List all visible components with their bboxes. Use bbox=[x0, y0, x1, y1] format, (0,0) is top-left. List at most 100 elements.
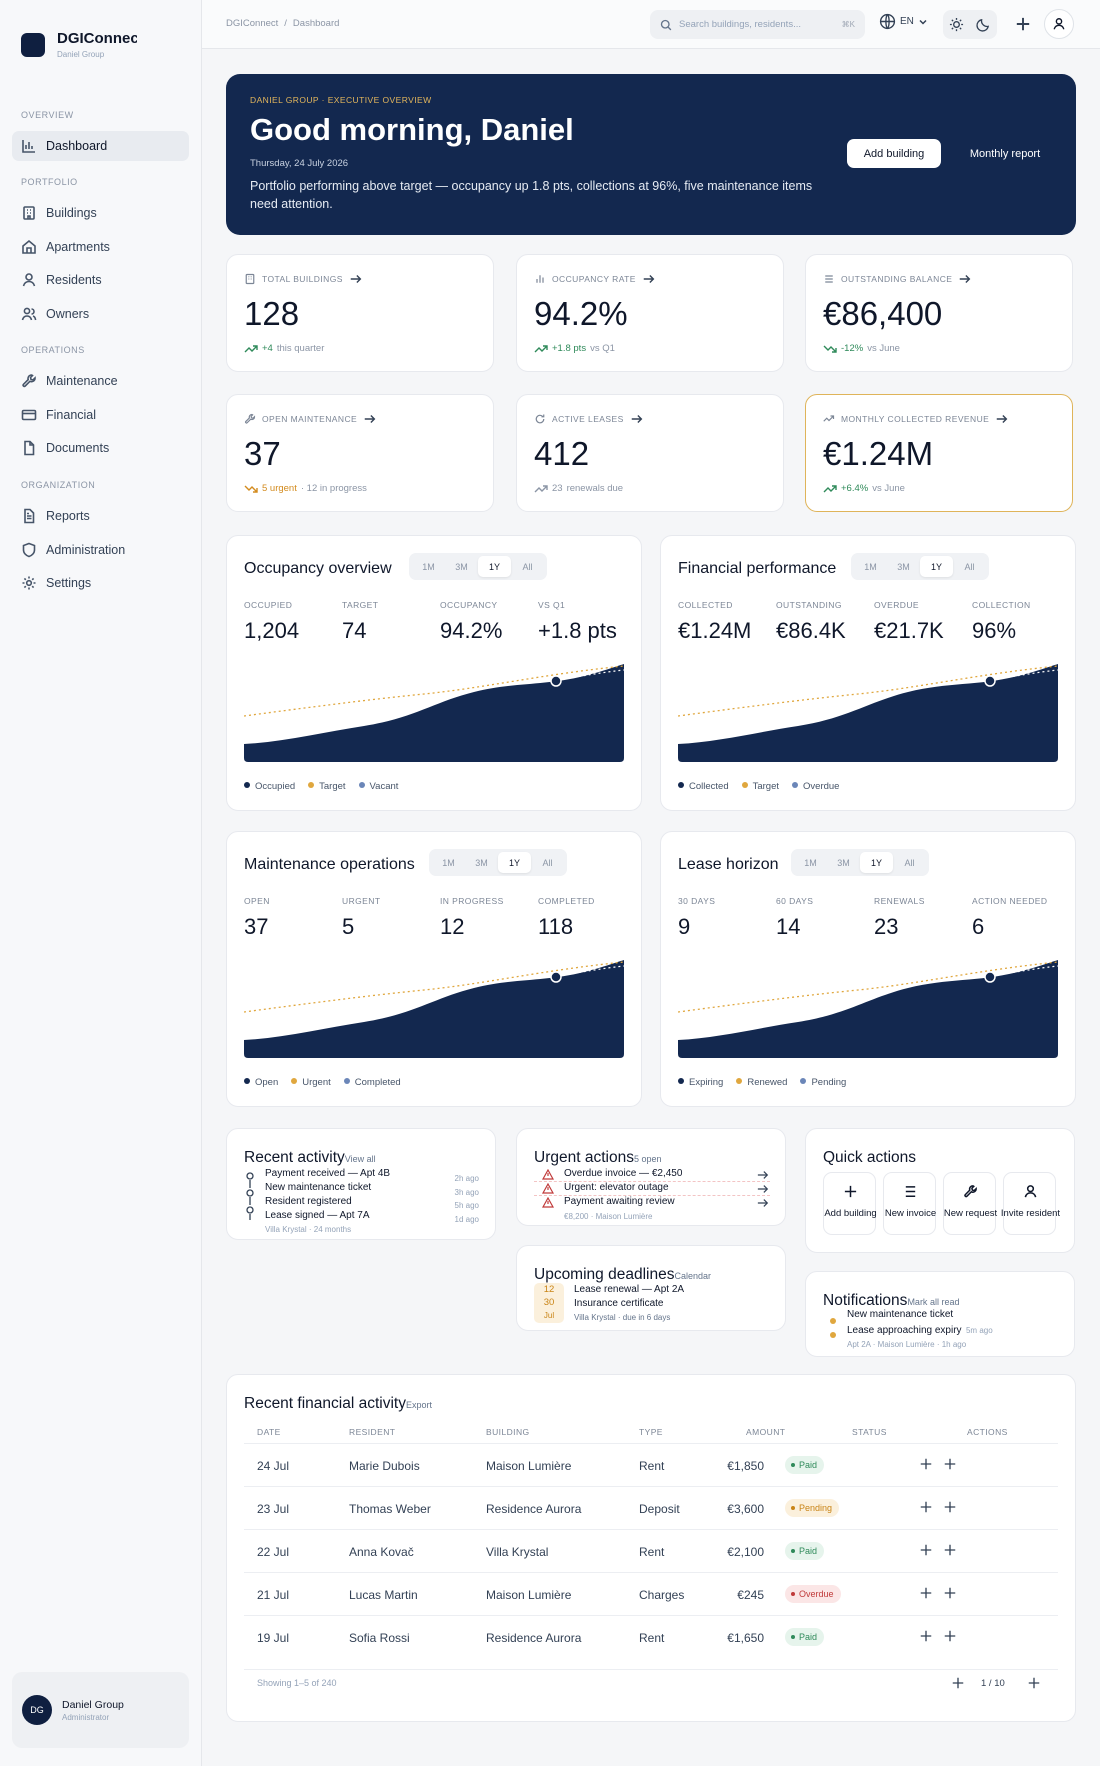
notification-item[interactable]: New maintenance ticket bbox=[847, 1309, 954, 1320]
row-action-view-icon[interactable] bbox=[919, 1586, 933, 1600]
range-option[interactable]: 1Y bbox=[860, 852, 893, 873]
current-point-marker[interactable] bbox=[984, 971, 996, 983]
activity-item[interactable]: Lease signed — Apt 7A bbox=[265, 1210, 370, 1221]
arrow-right-icon[interactable] bbox=[958, 272, 972, 286]
legend-item[interactable]: Urgent bbox=[291, 1077, 331, 1088]
brand[interactable]: DGIConnect Daniel Group bbox=[21, 30, 137, 59]
quick-action-invite-resident[interactable]: Invite resident bbox=[1001, 1172, 1060, 1235]
urgent-item[interactable]: Payment awaiting review bbox=[534, 1196, 770, 1210]
range-option[interactable]: All bbox=[542, 857, 553, 868]
table-row[interactable]: 24 Jul Marie Dubois Maison Lumière Rent €1,8… bbox=[244, 1443, 1058, 1486]
sidebar-item-dashboard[interactable]: Dashboard bbox=[12, 131, 189, 161]
legend-item[interactable]: Completed bbox=[343, 1077, 401, 1088]
arrow-right-icon[interactable] bbox=[363, 412, 377, 426]
range-option[interactable]: 1Y bbox=[920, 556, 953, 577]
range-option[interactable]: 1Y bbox=[478, 556, 511, 577]
user-card[interactable]: DG Daniel Group Administrator bbox=[12, 1672, 189, 1748]
add-building-button[interactable]: Add building bbox=[847, 139, 941, 168]
mark-all-read-link[interactable]: Mark all read bbox=[907, 1297, 960, 1307]
prev-page-icon[interactable] bbox=[951, 1676, 965, 1690]
row-action-more-icon[interactable] bbox=[943, 1629, 957, 1643]
sidebar-item-buildings[interactable]: Buildings bbox=[12, 198, 189, 228]
row-action-more-icon[interactable] bbox=[943, 1457, 957, 1471]
row-action-view-icon[interactable] bbox=[919, 1629, 933, 1643]
current-point-marker[interactable] bbox=[550, 971, 562, 983]
arrow-right-icon[interactable] bbox=[756, 1169, 770, 1181]
activity-item[interactable]: Resident registered bbox=[265, 1196, 352, 1207]
sidebar-item-residents[interactable]: Residents bbox=[12, 265, 189, 295]
column-header-status[interactable]: Status bbox=[852, 1427, 887, 1437]
row-action-view-icon[interactable] bbox=[919, 1500, 933, 1514]
kpi-active-leases[interactable]: Active leases 412 23 renewals due bbox=[516, 394, 784, 512]
breadcrumb-root[interactable]: DGIConnect bbox=[226, 18, 279, 29]
column-header-resident[interactable]: Resident bbox=[349, 1427, 396, 1437]
legend-item[interactable]: Expiring bbox=[678, 1077, 723, 1088]
activity-item[interactable]: New maintenance ticket bbox=[265, 1182, 372, 1193]
theme-toggle[interactable] bbox=[943, 10, 997, 39]
range-option[interactable]: All bbox=[522, 561, 533, 572]
sidebar-item-administration[interactable]: Administration bbox=[12, 535, 189, 565]
panel-area-chart[interactable] bbox=[678, 958, 1058, 1058]
column-header-building[interactable]: Building bbox=[486, 1427, 530, 1437]
row-action-view-icon[interactable] bbox=[919, 1457, 933, 1471]
row-action-more-icon[interactable] bbox=[943, 1500, 957, 1514]
notification-item[interactable]: Lease approaching expiry 5m ago bbox=[847, 1322, 993, 1338]
search-input[interactable]: Search buildings, residents... ⌘K bbox=[650, 10, 865, 39]
range-option[interactable]: 1Y bbox=[498, 852, 531, 873]
row-action-more-icon[interactable] bbox=[943, 1543, 957, 1557]
range-option[interactable]: All bbox=[904, 857, 915, 868]
legend-item[interactable]: Occupied bbox=[244, 781, 295, 792]
arrow-right-icon[interactable] bbox=[642, 272, 656, 286]
legend-item[interactable]: Overdue bbox=[792, 781, 839, 792]
legend-item[interactable]: Target bbox=[741, 781, 779, 792]
panel-area-chart[interactable] bbox=[244, 662, 624, 762]
sidebar-item-settings[interactable]: Settings bbox=[12, 568, 189, 598]
kpi-occupancy-rate[interactable]: Occupancy rate 94.2% +1.8 pts vs Q1 bbox=[516, 254, 784, 372]
kpi-monthly-revenue[interactable]: Monthly collected revenue €1.24M +6.4% v… bbox=[805, 394, 1073, 512]
sidebar-item-documents[interactable]: Documents bbox=[12, 433, 189, 463]
sidebar-item-financial[interactable]: Financial bbox=[12, 400, 189, 430]
deadline-item[interactable]: Lease renewal — Apt 2A bbox=[574, 1284, 685, 1295]
current-point-marker[interactable] bbox=[984, 675, 996, 687]
legend-item[interactable]: Vacant bbox=[358, 781, 398, 792]
sidebar-item-reports[interactable]: Reports bbox=[12, 501, 189, 531]
moon-icon[interactable] bbox=[976, 17, 991, 32]
calendar-link[interactable]: Calendar bbox=[674, 1271, 711, 1281]
range-option[interactable]: 3M bbox=[475, 857, 488, 868]
range-option[interactable]: All bbox=[964, 561, 975, 572]
sidebar-item-owners[interactable]: Owners bbox=[12, 299, 189, 329]
arrow-right-icon[interactable] bbox=[756, 1197, 770, 1209]
row-action-more-icon[interactable] bbox=[943, 1586, 957, 1600]
table-row[interactable]: 21 Jul Lucas Martin Maison Lumière Charges €… bbox=[244, 1572, 1058, 1615]
plus-icon[interactable] bbox=[1012, 13, 1034, 35]
panel-area-chart[interactable] bbox=[678, 662, 1058, 762]
kpi-total-buildings[interactable]: Total buildings 128 +4 this quarter bbox=[226, 254, 494, 372]
panel-area-chart[interactable] bbox=[244, 958, 624, 1058]
range-option[interactable]: 1M bbox=[804, 857, 817, 868]
arrow-right-icon[interactable] bbox=[630, 412, 644, 426]
legend-item[interactable]: Target bbox=[308, 781, 346, 792]
range-option[interactable]: 3M bbox=[837, 857, 850, 868]
row-action-view-icon[interactable] bbox=[919, 1543, 933, 1557]
monthly-report-button[interactable]: Monthly report bbox=[969, 147, 1041, 160]
column-header-amount[interactable]: Amount bbox=[746, 1427, 786, 1437]
table-row[interactable]: 19 Jul Sofia Rossi Residence Aurora Rent €1,… bbox=[244, 1615, 1058, 1658]
range-option[interactable]: 1M bbox=[864, 561, 877, 572]
table-row[interactable]: 23 Jul Thomas Weber Residence Aurora Deposi… bbox=[244, 1486, 1058, 1529]
legend-item[interactable]: Renewed bbox=[736, 1077, 787, 1088]
current-point-marker[interactable] bbox=[550, 675, 562, 687]
quick-action-add-building[interactable]: Add building bbox=[823, 1172, 877, 1235]
deadline-item[interactable]: Insurance certificate bbox=[574, 1298, 664, 1309]
sun-icon[interactable] bbox=[949, 17, 964, 32]
column-header-type[interactable]: Type bbox=[639, 1427, 663, 1437]
quick-action-new-invoice[interactable]: New invoice bbox=[883, 1172, 936, 1235]
activity-item[interactable]: Payment received — Apt 4B bbox=[265, 1168, 391, 1179]
range-option[interactable]: 3M bbox=[455, 561, 468, 572]
profile-button[interactable] bbox=[1044, 9, 1074, 39]
urgent-item[interactable]: Urgent: elevator outage bbox=[534, 1182, 770, 1196]
legend-item[interactable]: Collected bbox=[678, 781, 729, 792]
kpi-outstanding-balance[interactable]: Outstanding balance €86,400 -12% vs June bbox=[805, 254, 1073, 372]
kpi-open-maintenance[interactable]: Open maintenance 37 5 urgent · 12 in pro… bbox=[226, 394, 494, 512]
table-row[interactable]: 22 Jul Anna Kovač Villa Krystal Rent €2,100 P… bbox=[244, 1529, 1058, 1572]
arrow-right-icon[interactable] bbox=[756, 1183, 770, 1195]
